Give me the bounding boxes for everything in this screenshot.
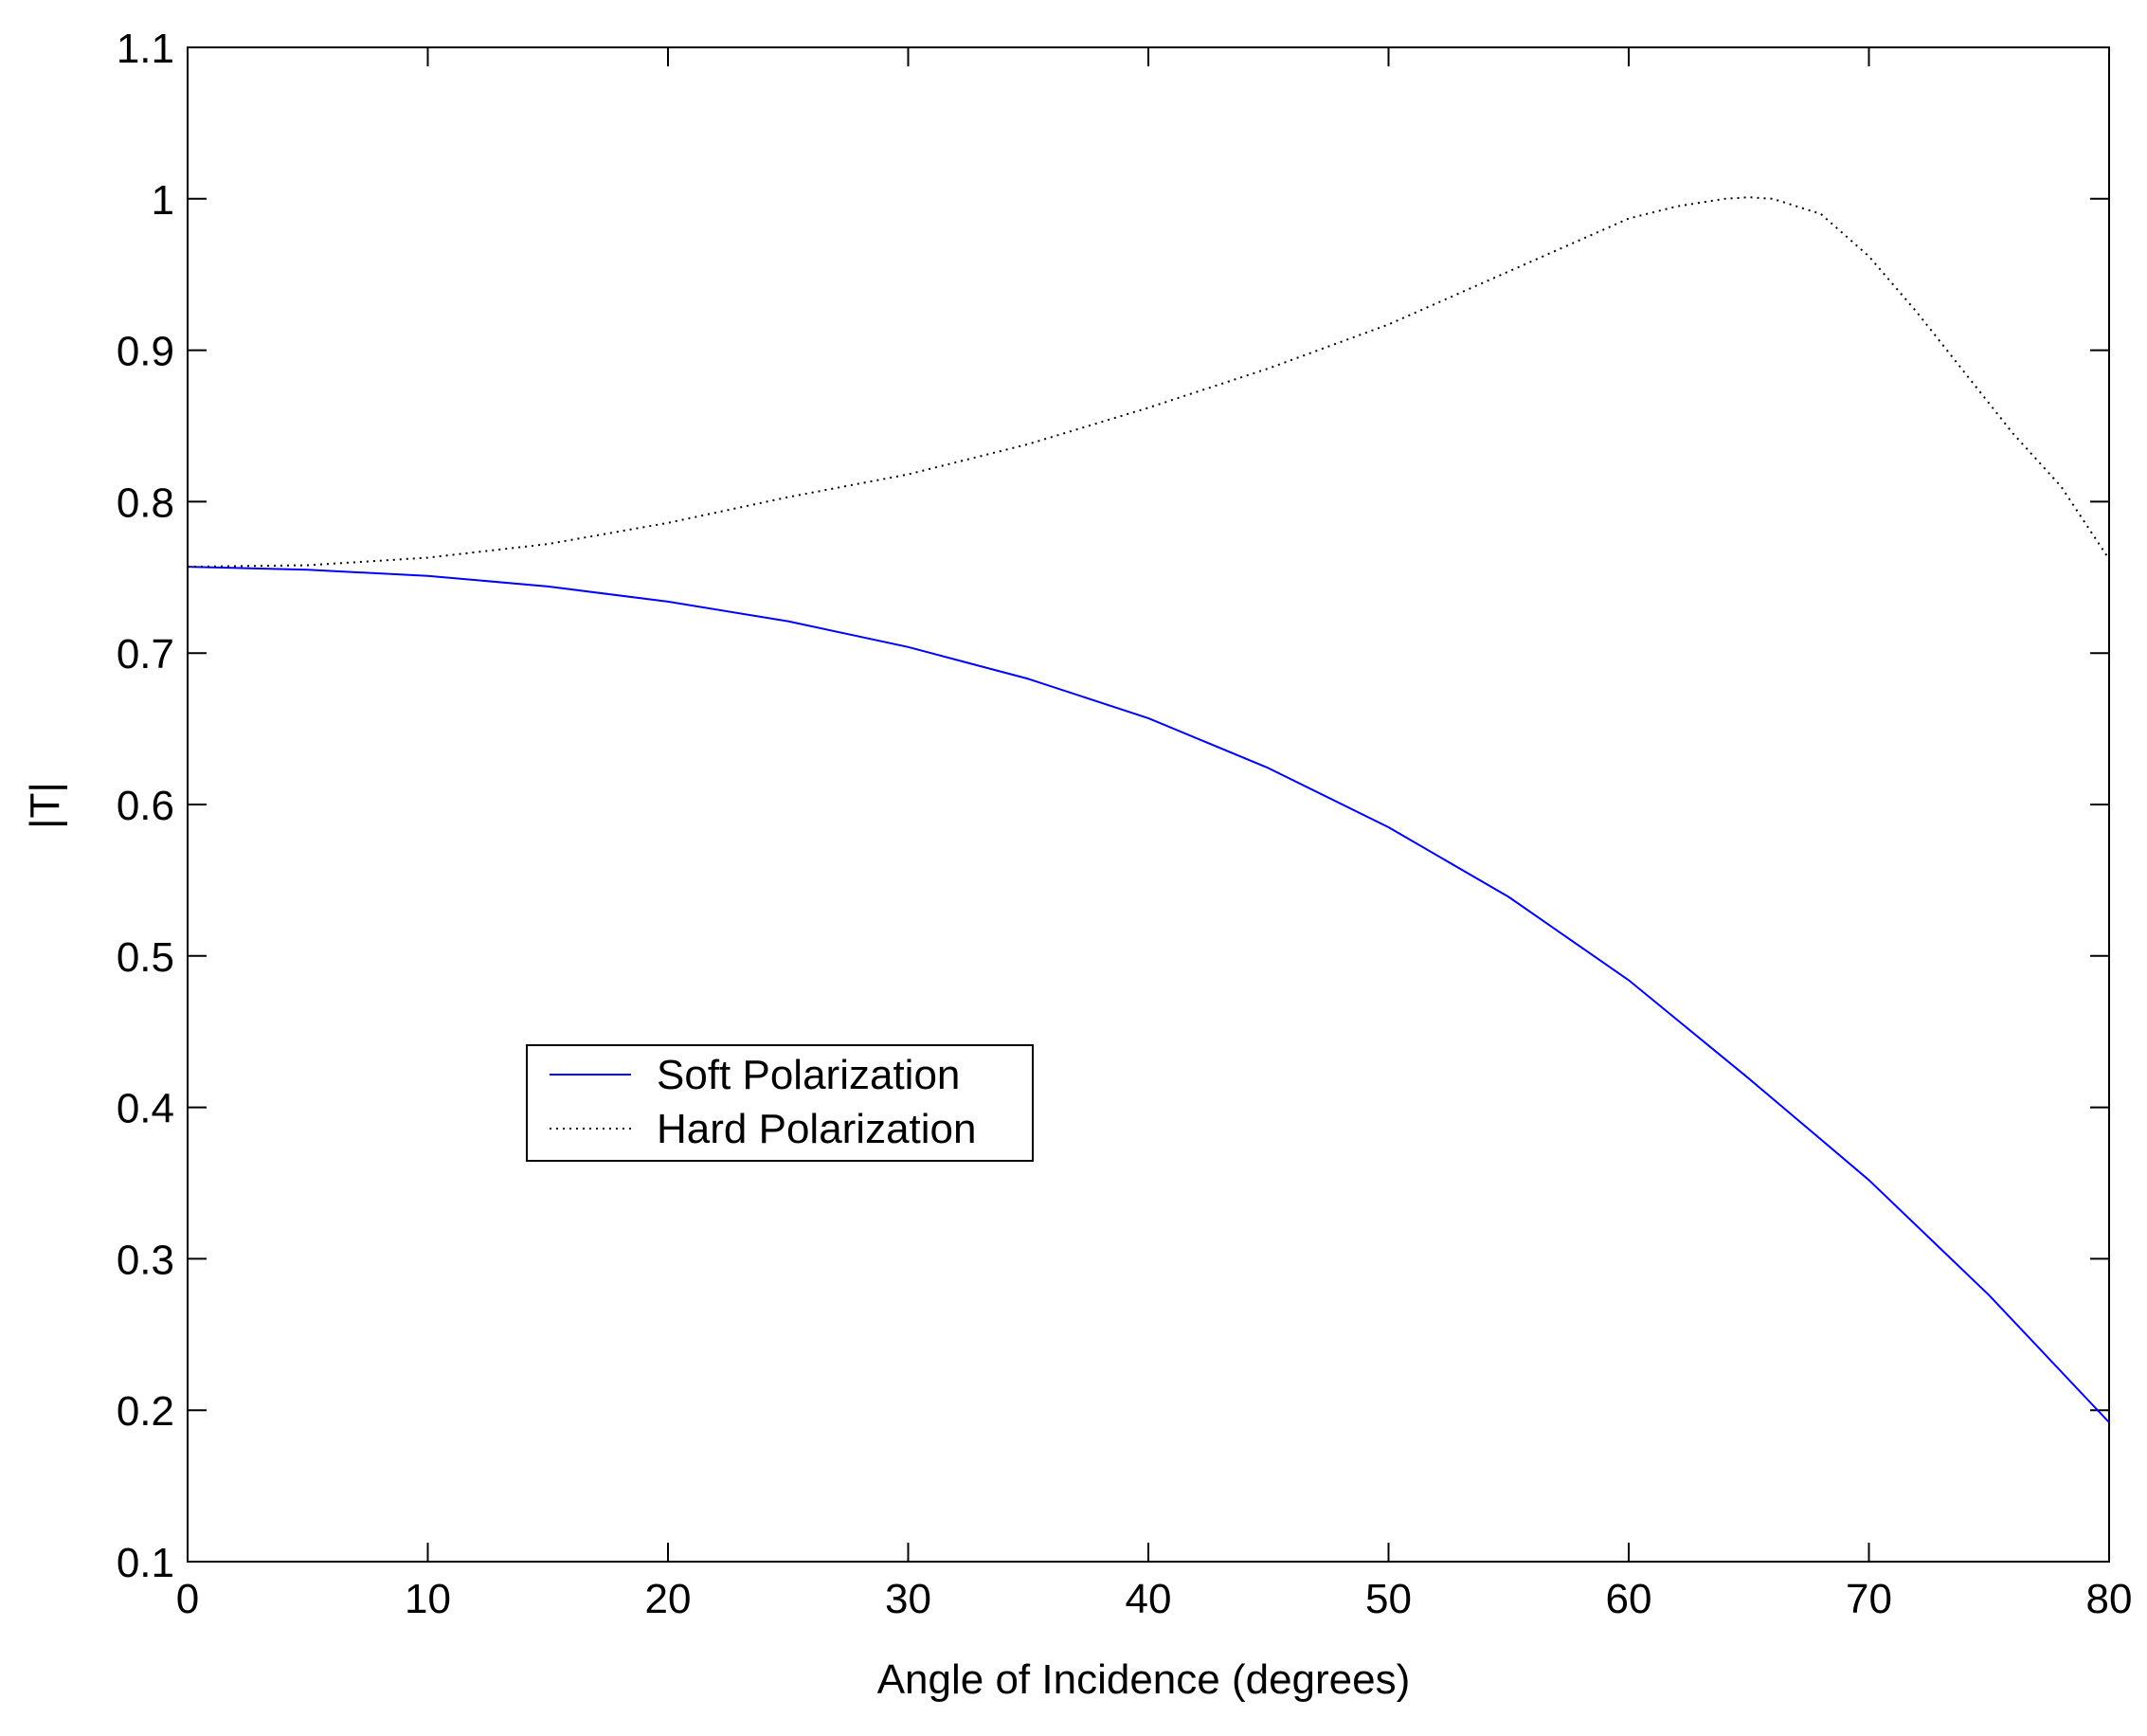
- y-tick-label: 0.3: [117, 1237, 174, 1283]
- x-tick-label: 70: [1846, 1576, 1892, 1622]
- series-lines: [187, 196, 2110, 1423]
- y-axis-label: |T|: [22, 782, 68, 829]
- y-tick-label: 0.5: [117, 934, 174, 981]
- y-tick-label: 0.8: [117, 479, 174, 526]
- x-tick-label: 60: [1606, 1576, 1652, 1622]
- legend-label-hard: Hard Polarization: [657, 1106, 977, 1152]
- x-tick-label: 10: [405, 1576, 451, 1622]
- x-tick-label: 50: [1365, 1576, 1412, 1622]
- y-tick-label: 0.4: [117, 1086, 174, 1132]
- x-tick-label: 30: [885, 1576, 931, 1622]
- x-tick-label: 20: [645, 1576, 692, 1622]
- legend-label-soft: Soft Polarization: [657, 1052, 960, 1098]
- y-tick-label: 0.9: [117, 329, 174, 375]
- y-tick-label: 0.6: [117, 783, 174, 829]
- y-tick-label: 1: [152, 177, 174, 224]
- y-tick-label: 0.7: [117, 631, 174, 678]
- y-tick-label: 0.2: [117, 1388, 174, 1435]
- x-tick-label: 80: [2086, 1576, 2133, 1622]
- y-tick-label: 0.1: [117, 1540, 174, 1586]
- x-tick-label: 0: [176, 1576, 199, 1622]
- legend-box: [526, 1044, 1034, 1162]
- legend: Soft Polarization Hard Polarization: [526, 1044, 1034, 1162]
- ticks: 0 10 20 30 40 50 60 70 80 0.1 0.2 0.3 0.4 0.5 0.6 0.7 0.…: [117, 26, 2133, 1622]
- series-line-soft-polarization: [187, 566, 2110, 1423]
- x-tick-label: 40: [1126, 1576, 1172, 1622]
- y-tick-label: 1.1: [117, 26, 174, 72]
- plot-area: [187, 46, 2110, 1563]
- x-axis-label: Angle of Incidence (degrees): [877, 1656, 1411, 1703]
